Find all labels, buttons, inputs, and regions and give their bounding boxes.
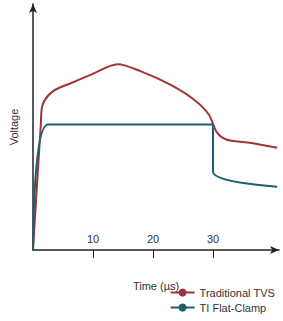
svg-text:10: 10 [87,233,99,245]
svg-text:Voltage: Voltage [8,109,20,146]
svg-text:Time (µs): Time (µs) [133,280,179,292]
svg-text:TI Flat-Clamp: TI Flat-Clamp [200,302,267,314]
svg-text:30: 30 [207,233,219,245]
svg-text:20: 20 [147,233,159,245]
svg-text:Traditional TVS: Traditional TVS [200,287,275,299]
